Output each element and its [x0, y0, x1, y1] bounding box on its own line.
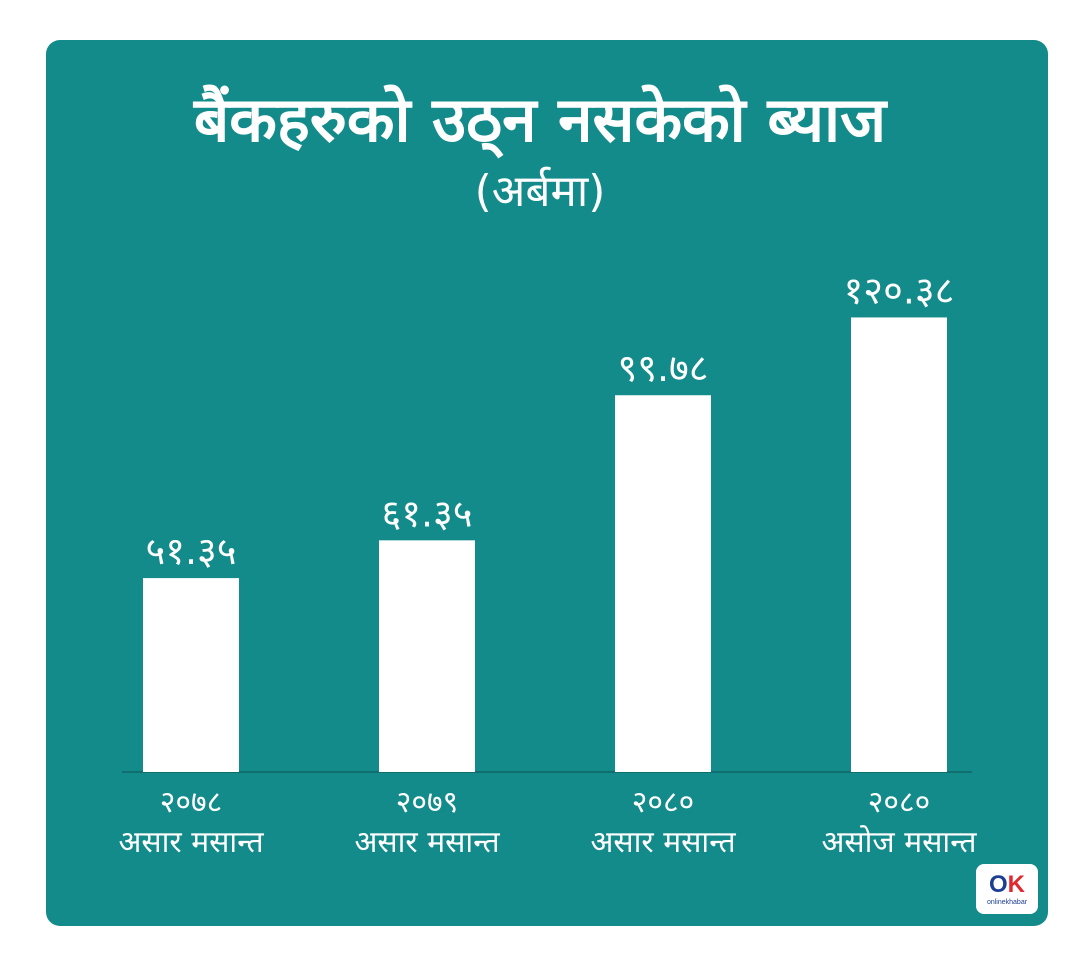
x-tick-label-2-line-2: असार मसान्त [354, 825, 500, 860]
logo-mark: OK [988, 870, 1025, 898]
onlinekhabar-logo: OK onlinekhabar [976, 864, 1038, 914]
data-label-2: ६१.३५ [381, 491, 472, 535]
chart-title: बैंकहरुको उठ्न नसकेको ब्याज [193, 83, 887, 156]
bar-4 [851, 317, 947, 772]
logo-text: onlinekhabar [986, 898, 1028, 906]
x-tick-label-3-line-2: असार मसान्त [590, 825, 736, 860]
data-label-4: १२०.३८ [844, 268, 955, 312]
bar-2 [379, 540, 475, 772]
x-tick-label-1-line-1: २०७८ [160, 785, 222, 820]
bar-1 [143, 578, 239, 772]
x-tick-label-1-line-2: असार मसान्त [118, 825, 264, 860]
chart-subtitle: (अर्बमा) [474, 166, 606, 217]
data-label-1: ५१.३५ [145, 529, 236, 573]
bar-3 [615, 395, 711, 772]
logo-mark-o: O [988, 870, 1008, 898]
data-label-3: ९९.७८ [617, 346, 708, 390]
x-tick-label-3-line-1: २०८० [632, 785, 694, 820]
x-tick-label-2-line-1: २०७९ [396, 785, 458, 820]
x-tick-label-4-line-1: २०८० [868, 785, 930, 820]
x-tick-label-4-line-2: असोज मसान्त [821, 825, 977, 860]
logo-mark-k: K [1007, 870, 1025, 898]
